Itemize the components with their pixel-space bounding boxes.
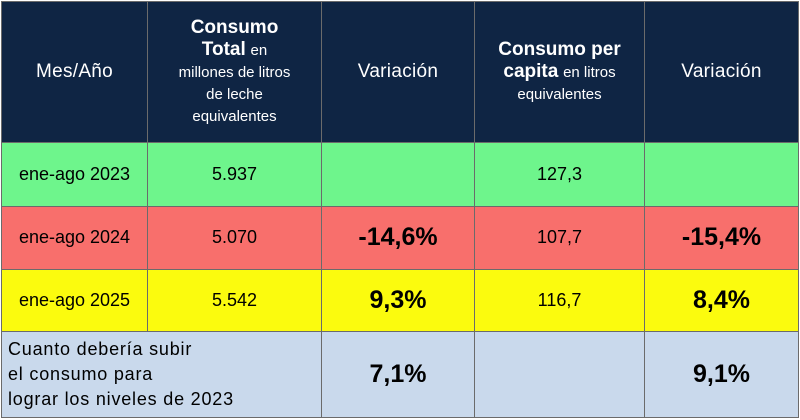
per-capita-cell: 116,7: [474, 268, 645, 332]
period-cell: ene-ago 2023: [1, 141, 148, 208]
summary-variation-total: 7,1%: [321, 330, 475, 419]
per-capita-cell: 107,7: [474, 206, 645, 270]
header-per-capita: Consumo per capita en litros equivalente…: [474, 1, 645, 143]
header-variation-per-capita-label: Variación: [681, 61, 762, 82]
header-period-label: Mes/Año: [35, 61, 114, 82]
variation-per-capita-cell: [644, 141, 799, 208]
header-variation-total: Variación: [321, 1, 475, 143]
header-total-bold-2: Total: [201, 38, 246, 60]
summary-line-2: el consumo para: [8, 363, 154, 384]
variation-per-capita-cell: 8,4%: [644, 268, 799, 332]
header-total-text-4: equivalentes: [192, 107, 277, 125]
table-row-2024: ene-ago 2024 5.070 -14,6% 107,7 -15,4%: [1, 206, 799, 270]
header-total-bold-1: Consumo: [190, 16, 279, 38]
header-per-capita-text-2: equivalentes: [517, 85, 602, 103]
total-cell: 5.070: [147, 206, 322, 270]
header-row: Mes/Año Consumo Total en millones de lit…: [1, 1, 799, 143]
variation-total-cell: 9,3%: [321, 268, 475, 332]
header-per-capita-text-1: en litros: [563, 63, 616, 81]
summary-line-1: Cuanto debería subir: [8, 338, 193, 359]
header-total-text-1: en: [250, 41, 268, 59]
header-per-capita-bold-2: capita: [503, 60, 559, 82]
header-variation-per-capita: Variación: [644, 1, 799, 143]
total-cell: 5.937: [147, 141, 322, 208]
variation-total-cell: -14,6%: [321, 206, 475, 270]
header-period: Mes/Año: [1, 1, 148, 143]
header-total-text-3: de leche: [206, 85, 263, 103]
table-row-2025: ene-ago 2025 5.542 9,3% 116,7 8,4%: [1, 268, 799, 332]
header-total-consumption: Consumo Total en millones de litros de l…: [147, 1, 322, 143]
header-total-text-2: millones de litros: [178, 63, 291, 81]
total-cell: 5.542: [147, 268, 322, 332]
variation-per-capita-cell: -15,4%: [644, 206, 799, 270]
summary-row: Cuanto debería subir el consumo para log…: [1, 330, 799, 419]
table-row-2023: ene-ago 2023 5.937 127,3: [1, 141, 799, 208]
period-cell: ene-ago 2024: [1, 206, 148, 270]
header-per-capita-bold-1: Consumo per: [498, 38, 621, 60]
per-capita-cell: 127,3: [474, 141, 645, 208]
summary-variation-per-capita: 9,1%: [644, 330, 799, 419]
summary-note: Cuanto debería subir el consumo para log…: [1, 330, 322, 419]
summary-empty-cell: [474, 330, 645, 419]
period-cell: ene-ago 2025: [1, 268, 148, 332]
summary-line-3: lograr los niveles de 2023: [8, 388, 234, 409]
header-variation-total-label: Variación: [357, 61, 439, 82]
variation-total-cell: [321, 141, 475, 208]
